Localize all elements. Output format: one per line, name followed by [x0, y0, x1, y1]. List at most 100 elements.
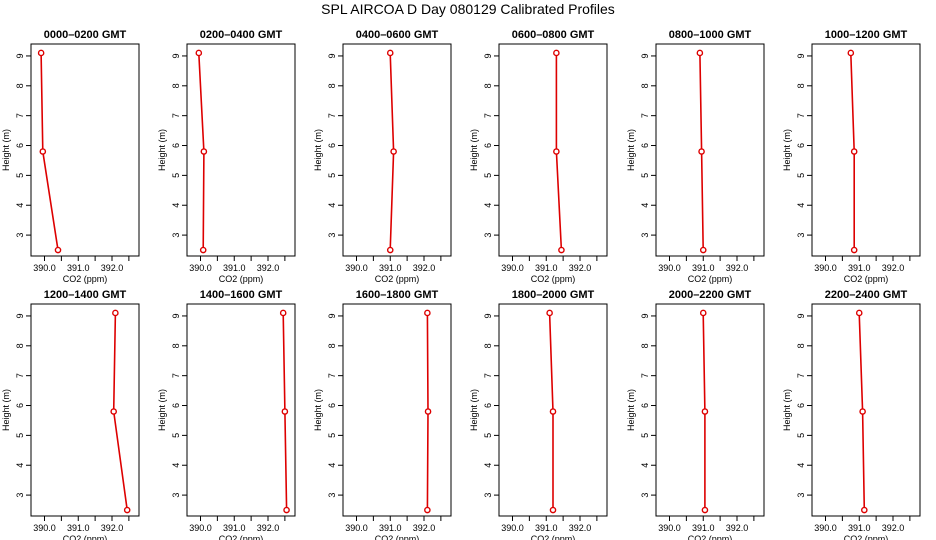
- x-tick-label: 392.0: [882, 523, 905, 533]
- y-tick-label: 9: [327, 53, 337, 58]
- profile-point: [698, 148, 705, 155]
- y-tick-label: 5: [796, 433, 806, 438]
- y-tick-label: 9: [483, 313, 493, 318]
- x-axis-label: CO2 (ppm): [375, 274, 420, 284]
- x-tick-label: 391.0: [692, 523, 715, 533]
- x-tick-label: 391.0: [379, 523, 402, 533]
- plot-frame: [186, 43, 296, 257]
- x-axis-label: CO2 (ppm): [375, 534, 420, 540]
- plot-frame: [498, 303, 608, 517]
- y-tick-label: 3: [171, 233, 181, 238]
- x-tick-label: 391.0: [692, 263, 715, 273]
- panel-title: 1400–1600 GMT: [200, 289, 283, 301]
- y-tick-label: 4: [327, 203, 337, 208]
- y-tick-label: 6: [483, 143, 493, 148]
- y-tick-label: 3: [640, 233, 650, 238]
- y-tick-label: 9: [640, 313, 650, 318]
- y-tick-label: 6: [15, 403, 25, 408]
- panel-title: 0600–0800 GMT: [512, 29, 595, 41]
- y-tick-label: 6: [796, 403, 806, 408]
- y-tick-label: 4: [796, 203, 806, 208]
- y-axis-label: Height (m): [313, 129, 323, 171]
- x-tick-label: 391.0: [848, 263, 871, 273]
- profile-panel: 0600–0800 GMT 390.0 391.0 392.0 3 4 5 6 7 8 9 CO2 (…: [469, 29, 608, 284]
- x-tick-label: 392.0: [569, 523, 592, 533]
- plot-frame: [342, 303, 452, 517]
- x-tick-label: 392.0: [569, 263, 592, 273]
- profile-panel: 1600–1800 GMT 390.0 391.0 392.0 3 4 5 6 7 8 9 CO2 (…: [313, 289, 452, 540]
- y-tick-label: 4: [640, 203, 650, 208]
- panel-title: 0000–0200 GMT: [44, 29, 127, 41]
- profile-point: [424, 506, 431, 514]
- x-tick-label: 391.0: [223, 523, 246, 533]
- y-tick-label: 7: [171, 113, 181, 118]
- profile-point: [390, 148, 397, 155]
- y-tick-label: 5: [640, 173, 650, 178]
- y-tick-label: 4: [796, 463, 806, 468]
- y-tick-label: 5: [796, 173, 806, 178]
- x-tick-label: 392.0: [882, 263, 905, 273]
- y-tick-label: 3: [15, 233, 25, 238]
- y-tick-label: 7: [640, 113, 650, 118]
- y-tick-label: 4: [15, 203, 25, 208]
- page-title: SPL AIRCOA D Day 080129 Calibrated Profi…: [321, 1, 615, 17]
- y-tick-label: 3: [327, 493, 337, 498]
- y-tick-label: 8: [15, 83, 25, 88]
- profile-panel: 1800–2000 GMT 390.0 391.0 392.0 3 4 5 6 7 8 9 CO2 (…: [469, 289, 608, 540]
- y-tick-label: 5: [171, 433, 181, 438]
- x-tick-label: 390.0: [189, 263, 212, 273]
- x-tick-label: 390.0: [658, 263, 681, 273]
- x-tick-label: 390.0: [814, 523, 837, 533]
- y-tick-label: 8: [640, 83, 650, 88]
- x-axis-label: CO2 (ppm): [63, 274, 108, 284]
- profile-point: [549, 408, 557, 415]
- profile-point: [546, 309, 553, 317]
- y-tick-label: 9: [796, 53, 806, 58]
- profile-point: [553, 148, 560, 155]
- y-tick-label: 8: [796, 83, 806, 88]
- y-tick-label: 4: [640, 463, 650, 468]
- profile-point: [37, 49, 45, 57]
- profile-point: [54, 246, 62, 254]
- profile-point: [386, 49, 394, 57]
- y-axis-label: Height (m): [469, 129, 479, 171]
- profile-point: [110, 408, 117, 415]
- y-tick-label: 9: [171, 53, 181, 58]
- y-tick-label: 5: [327, 173, 337, 178]
- profile-point: [195, 49, 203, 57]
- profile-point: [549, 506, 557, 514]
- y-tick-label: 3: [483, 493, 493, 498]
- profile-panel: 2000–2200 GMT 390.0 391.0 392.0 3 4 5 6 7 8 9 CO2 (…: [626, 289, 765, 540]
- y-tick-label: 6: [640, 143, 650, 148]
- y-tick-label: 7: [640, 373, 650, 378]
- profile-point: [283, 506, 290, 514]
- panel-title: 1600–1800 GMT: [356, 289, 439, 301]
- y-tick-label: 4: [483, 203, 493, 208]
- profile-panel: 0200–0400 GMT 390.0 391.0 392.0 3 4 5 6 7 8 9 CO2 (…: [157, 29, 296, 284]
- profile-point: [386, 246, 394, 254]
- plot-frame: [655, 43, 765, 257]
- x-tick-label: 391.0: [535, 523, 558, 533]
- profile-panel: 1400–1600 GMT 390.0 391.0 392.0 3 4 5 6 7 8 9 CO2 (…: [157, 289, 296, 540]
- panel-title: 0200–0400 GMT: [200, 29, 283, 41]
- x-tick-label: 390.0: [33, 263, 56, 273]
- x-tick-label: 391.0: [67, 263, 90, 273]
- profile-point: [281, 408, 289, 415]
- y-tick-label: 9: [15, 53, 25, 58]
- y-tick-label: 7: [327, 373, 337, 378]
- profile-point: [424, 309, 431, 317]
- profile-panel: 0400–0600 GMT 390.0 391.0 392.0 3 4 5 6 7 8 9 CO2 (…: [313, 29, 452, 284]
- profile-point: [558, 246, 565, 254]
- y-tick-label: 3: [171, 493, 181, 498]
- profile-panel: 1200–1400 GMT 390.0 391.0 392.0 3 4 5 6 7 8 9 CO2 (…: [1, 289, 140, 540]
- y-tick-label: 5: [171, 173, 181, 178]
- profile-point: [279, 309, 287, 317]
- x-axis-label: CO2 (ppm): [844, 534, 889, 540]
- profile-panel: 2200–2400 GMT 390.0 391.0 392.0 3 4 5 6 7 8 9 CO2 (…: [782, 289, 921, 540]
- y-tick-label: 5: [15, 173, 25, 178]
- plot-frame: [498, 43, 608, 257]
- y-tick-label: 8: [483, 343, 493, 348]
- y-tick-label: 3: [640, 493, 650, 498]
- y-tick-label: 8: [483, 83, 493, 88]
- profile-panel: 0800–1000 GMT 390.0 391.0 392.0 3 4 5 6 7 8 9 CO2 (…: [626, 29, 765, 284]
